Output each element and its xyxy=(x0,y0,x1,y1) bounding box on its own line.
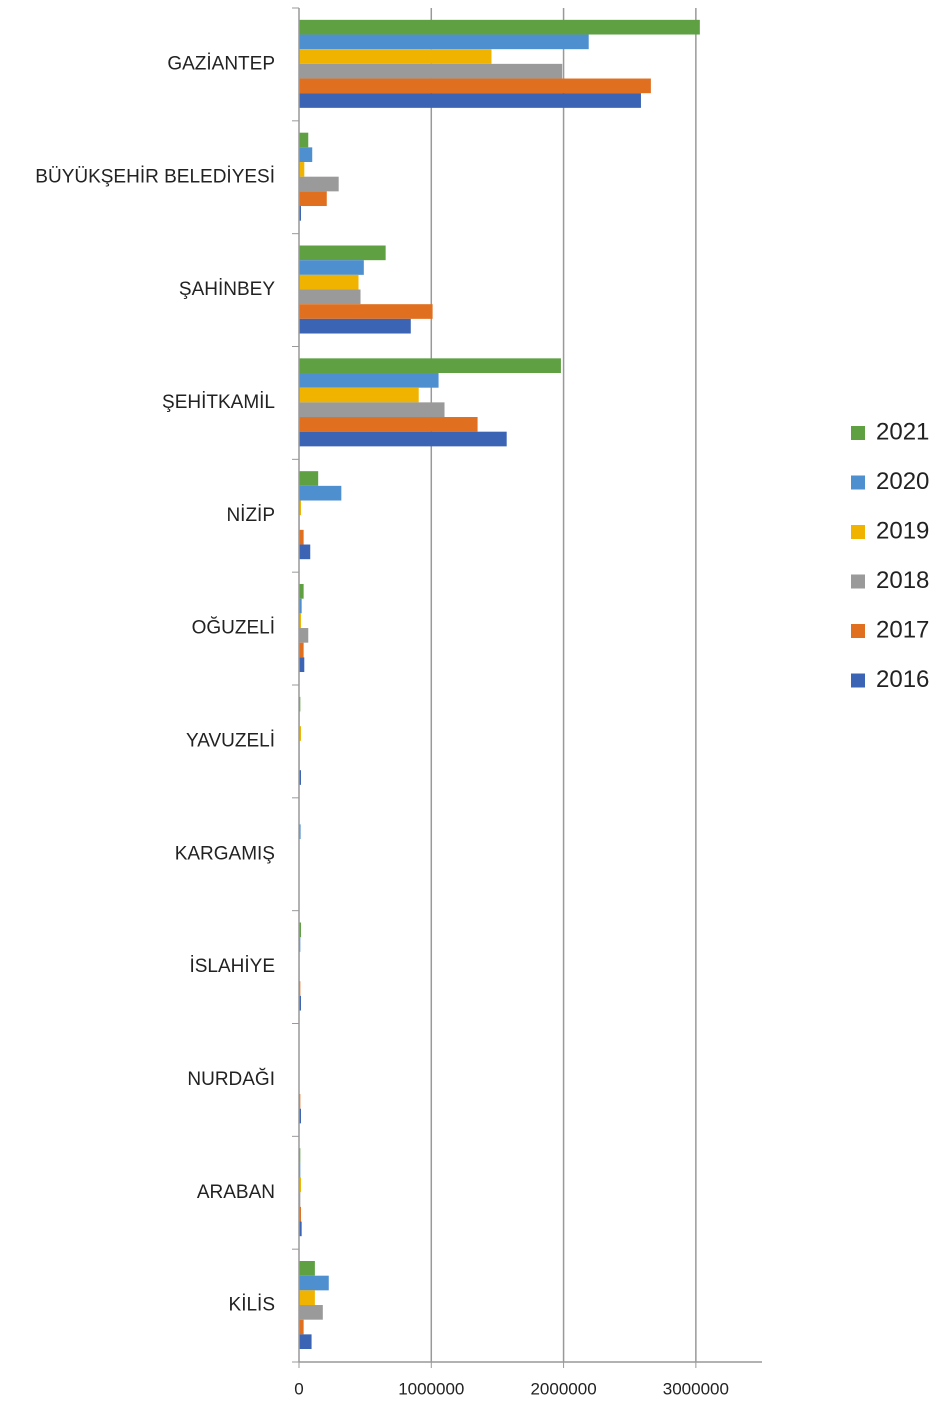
bar xyxy=(299,1261,315,1276)
bar xyxy=(299,63,563,79)
y-tick-label: KARGAMIŞ xyxy=(175,843,275,864)
legend-swatch xyxy=(851,624,865,638)
bar xyxy=(299,93,641,108)
y-tick-label: NURDAĞI xyxy=(187,1068,275,1090)
bar xyxy=(299,1290,315,1306)
legend-label: 2019 xyxy=(876,517,929,544)
bar xyxy=(299,770,301,785)
x-tick-label: 2000000 xyxy=(530,1379,596,1398)
y-tick-label: YAVUZELİ xyxy=(186,730,275,751)
bar xyxy=(299,78,651,94)
bar xyxy=(299,304,433,319)
y-tick-label: OĞUZELİ xyxy=(192,617,275,639)
legend-label: 2018 xyxy=(876,567,929,594)
legend-label: 2021 xyxy=(876,418,929,445)
bar xyxy=(299,824,301,840)
legend-swatch xyxy=(851,475,865,490)
bar xyxy=(299,147,313,163)
bar xyxy=(299,628,309,643)
bar xyxy=(299,274,359,290)
y-tick-label: İSLAHİYE xyxy=(189,956,275,977)
bar xyxy=(299,1108,301,1124)
legend-swatch xyxy=(851,574,865,589)
bar xyxy=(299,245,386,261)
bar xyxy=(299,132,309,148)
y-tick-label: ARABAN xyxy=(197,1182,275,1203)
bar xyxy=(299,1177,301,1193)
bar xyxy=(299,387,419,403)
bar xyxy=(299,485,342,501)
bar xyxy=(299,529,304,545)
bar xyxy=(299,206,301,221)
bar xyxy=(299,191,327,207)
bar xyxy=(299,402,445,418)
bar xyxy=(299,922,301,938)
bar xyxy=(299,260,364,275)
bar xyxy=(299,176,339,192)
bar xyxy=(299,1221,302,1237)
bar xyxy=(299,358,561,374)
y-tick-label: GAZİANTEP xyxy=(167,53,275,74)
bar xyxy=(299,584,304,599)
bar xyxy=(299,995,301,1011)
bar xyxy=(299,544,311,560)
legend-label: 2020 xyxy=(876,468,929,495)
y-tick-label: ŞEHİTKAMİL xyxy=(162,392,275,413)
bar xyxy=(299,613,301,629)
bar xyxy=(299,373,439,388)
x-tick-label: 3000000 xyxy=(663,1379,729,1398)
bar xyxy=(299,417,478,432)
bar xyxy=(299,289,361,305)
bar xyxy=(299,1319,304,1335)
legend-swatch xyxy=(851,525,865,539)
bar xyxy=(299,318,411,334)
bar xyxy=(299,1206,301,1222)
bar xyxy=(299,1275,329,1291)
bar xyxy=(299,726,301,741)
y-tick-label: NİZİP xyxy=(226,505,275,526)
bar xyxy=(299,431,507,447)
bar xyxy=(299,1334,312,1350)
bar xyxy=(299,34,589,50)
x-tick-label: 0 xyxy=(294,1379,303,1398)
bar xyxy=(299,598,302,614)
bar xyxy=(299,49,492,64)
legend-label: 2016 xyxy=(876,666,929,693)
legend-swatch xyxy=(851,426,865,440)
bar xyxy=(299,1305,323,1320)
y-tick-label: ŞAHİNBEY xyxy=(179,279,275,300)
legend-label: 2017 xyxy=(876,616,929,643)
bar xyxy=(299,162,305,177)
y-tick-label: KİLİS xyxy=(229,1295,275,1316)
bar xyxy=(299,471,319,486)
bar xyxy=(299,657,305,673)
bar xyxy=(299,642,304,658)
x-tick-label: 1000000 xyxy=(398,1379,464,1398)
legend-swatch xyxy=(851,673,865,688)
y-tick-label: BÜYÜKŞEHİR BELEDİYESİ xyxy=(35,166,275,187)
bar xyxy=(299,19,700,35)
bar xyxy=(299,500,301,516)
